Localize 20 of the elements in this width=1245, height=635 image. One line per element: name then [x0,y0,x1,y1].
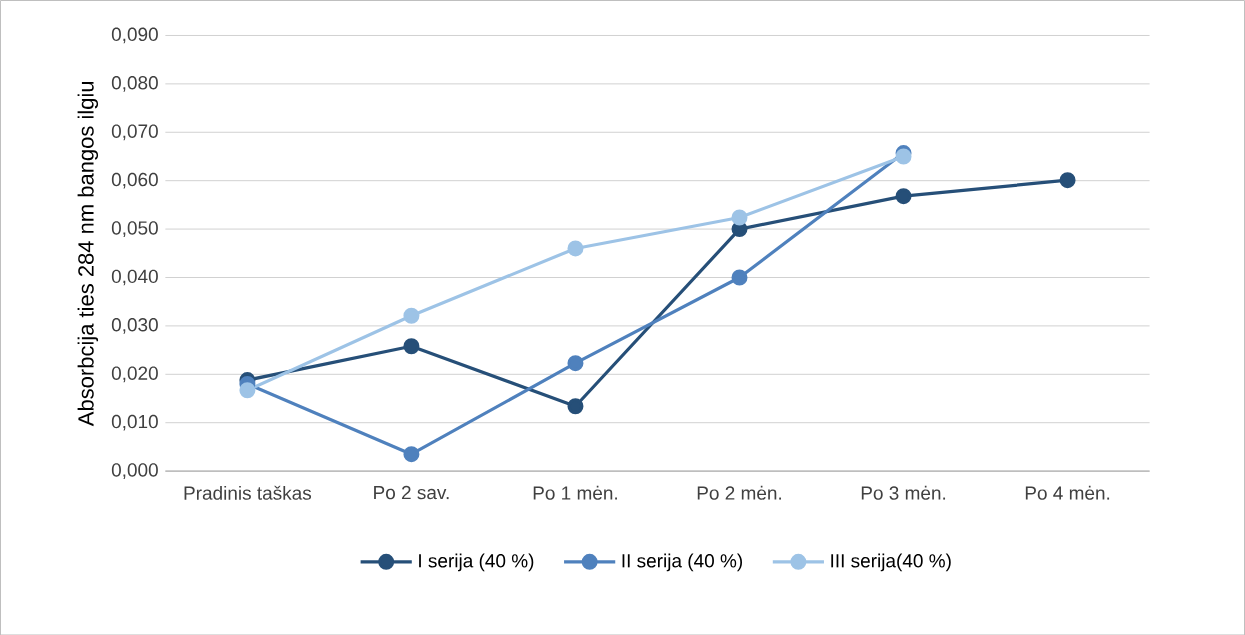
x-tick-label: Po 2 sav. [374,485,449,500]
y-axis-title: Absorbcija ties 284 nm bangos ilgiu [77,81,99,426]
y-tick-label: 0,000 [111,463,158,479]
y-tick-label: 0,090 [111,27,158,44]
x-tick-label: Po 4 mėn. [1025,485,1110,500]
x-tick-label: Po 3 mėn. [861,485,946,500]
y-tick-label: 0,010 [111,414,158,431]
y-tick-label: 0,080 [111,75,158,92]
x-tick-label: Pradinis taškas [184,485,312,500]
y-tick-label: 0,030 [111,317,158,334]
legend-label: III serija(40 %) [831,553,951,572]
y-tick-label: 0,060 [111,172,158,189]
x-tick-label: Po 1 mėn. [533,485,617,500]
y-tick-label: 0,050 [111,221,158,237]
legend-label: II serija (40 %) [622,553,743,572]
legend-label: I serija (40 %) [419,553,534,572]
y-tick-label: 0,070 [111,124,158,140]
y-tick-label: 0,020 [111,366,158,382]
x-tick-label: Po 2 mėn. [697,485,782,500]
y-tick-label: 0,040 [111,269,158,286]
